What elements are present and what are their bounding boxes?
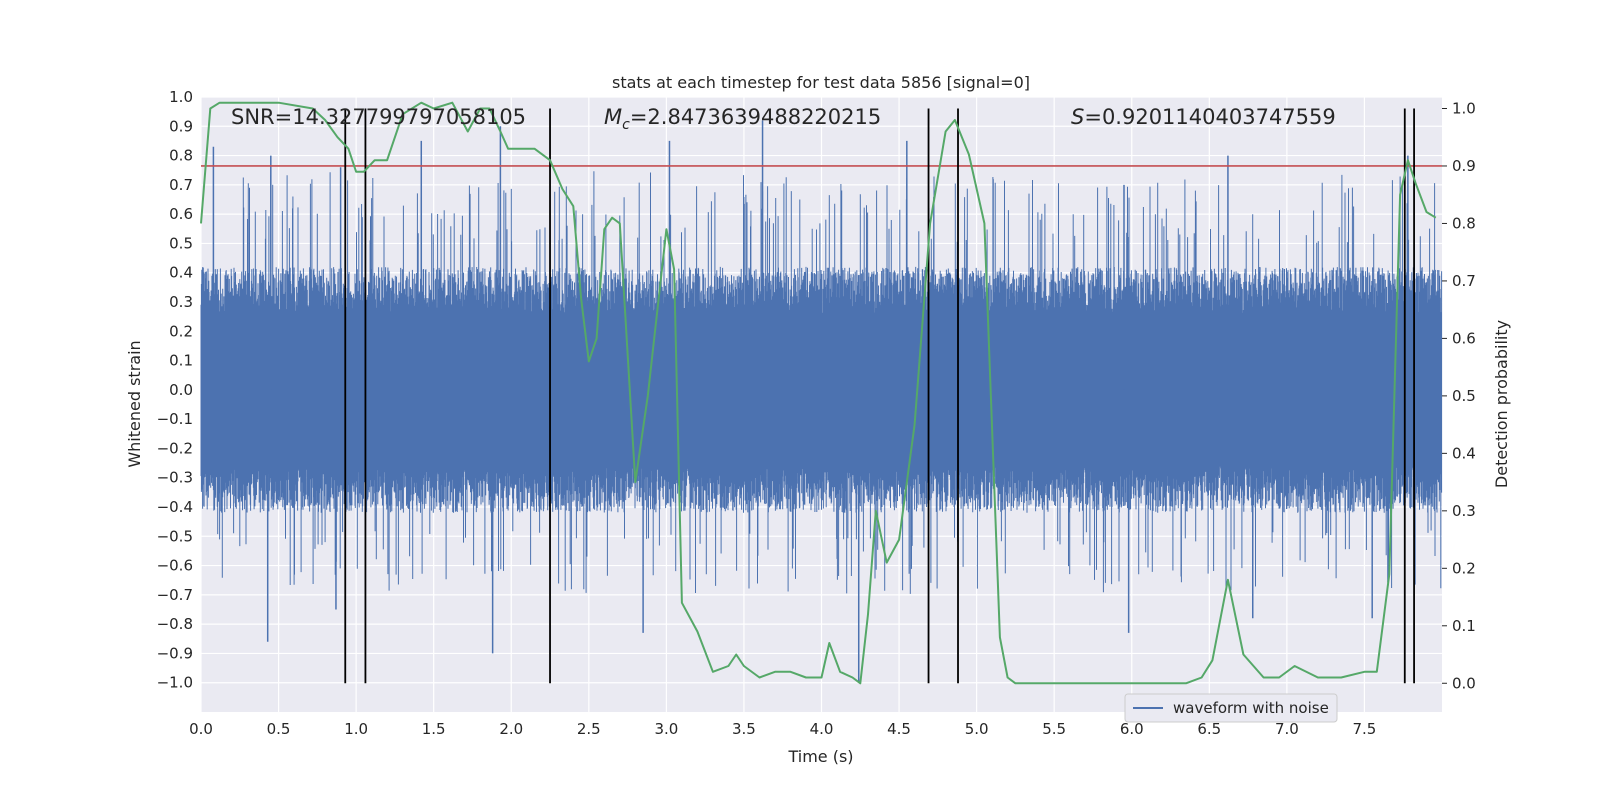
detection-probability-series <box>200 101 1437 685</box>
x-ticks: 0.0 0.5 1.0 1.5 2.0 2.5 3.0 3.5 4.0 4.5 5.0 5.5 6.0 6… <box>189 720 1376 738</box>
y-tick-label: 0.9 <box>169 117 193 135</box>
x-tick-label: 1.5 <box>422 720 446 738</box>
y-tick-label: −0.6 <box>157 557 193 575</box>
x-tick-label: 0.0 <box>189 720 213 738</box>
y-tick-label: −0.3 <box>157 469 193 487</box>
y2-tick-label: 0.6 <box>1452 329 1476 347</box>
y-tick-label: −0.2 <box>157 439 193 457</box>
y2-tick-label: 0.3 <box>1452 502 1476 520</box>
y-tick-label: −0.4 <box>157 498 193 516</box>
x-tick-label: 1.0 <box>344 720 368 738</box>
legend: waveform with noise <box>1124 693 1338 723</box>
detection-probability-line <box>200 101 1437 685</box>
y2-ticks: 0.0 0.1 0.2 0.3 0.4 0.5 0.6 0.7 0.8 0.9 1.0 <box>1442 99 1476 692</box>
y-tick-label: 0.0 <box>169 381 193 399</box>
y-tick-label: 0.1 <box>169 352 193 370</box>
vertical-lines <box>344 108 1415 684</box>
x-tick-label: 7.0 <box>1275 720 1299 738</box>
x-tick-label: 7.5 <box>1353 720 1377 738</box>
x-tick-label: 6.0 <box>1120 720 1144 738</box>
y-tick-label: 0.4 <box>169 264 193 282</box>
y2-tick-label: 0.5 <box>1452 387 1476 405</box>
y2-tick-label: 1.0 <box>1452 99 1476 117</box>
x-axis-label: Time (s) <box>787 747 853 766</box>
y2-tick-label: 0.2 <box>1452 559 1476 577</box>
snr-annotation: SNR=14.327799797058105 <box>231 105 526 129</box>
y2-tick-label: 0.0 <box>1452 674 1476 692</box>
chirp-mass-subscript: c <box>622 117 630 133</box>
y-tick-label: 0.8 <box>169 147 193 165</box>
y-tick-label: 0.7 <box>169 176 193 194</box>
chirp-mass-annotation: Mc=2.8473639488220215 <box>604 105 881 133</box>
y-ticks: −1.0 −0.9 −0.8 −0.7 −0.6 −0.5 −0.4 −0.3 −0.2 −0.1… <box>157 88 193 692</box>
x-tick-label: 4.5 <box>887 720 911 738</box>
y-tick-label: 1.0 <box>169 88 193 106</box>
legend-box <box>1124 693 1338 723</box>
y2-tick-label: 0.9 <box>1452 157 1476 175</box>
x-tick-label: 2.0 <box>499 720 523 738</box>
y-tick-label: −0.5 <box>157 527 193 545</box>
waveform-noise-path <box>200 171 1443 594</box>
y-tick-label: −0.7 <box>157 586 193 604</box>
legend-label: waveform with noise <box>1173 699 1329 717</box>
x-tick-label: 6.5 <box>1197 720 1221 738</box>
y2-axis-label: Detection probability <box>1492 320 1511 488</box>
s-symbol: S <box>1071 105 1084 129</box>
x-tick-label: 2.5 <box>577 720 601 738</box>
x-tick-label: 3.5 <box>732 720 756 738</box>
y-tick-label: 0.5 <box>169 234 193 252</box>
y-tick-label: 0.6 <box>169 205 193 223</box>
y-tick-label: −0.9 <box>157 644 193 662</box>
x-tick-label: 5.0 <box>965 720 989 738</box>
chart-title: stats at each timestep for test data 585… <box>612 73 1030 92</box>
x-tick-label: 4.0 <box>810 720 834 738</box>
y-tick-label: −0.8 <box>157 615 193 633</box>
y-axis-label: Whitened strain <box>125 340 144 467</box>
chirp-mass-symbol: M <box>604 105 622 129</box>
s-value: =0.9201140403747559 <box>1084 105 1335 129</box>
y-tick-label: 0.2 <box>169 322 193 340</box>
y2-tick-label: 0.4 <box>1452 444 1476 462</box>
x-tick-label: 3.0 <box>654 720 678 738</box>
y2-tick-label: 0.1 <box>1452 617 1476 635</box>
y-tick-label: 0.3 <box>169 293 193 311</box>
y2-tick-label: 0.8 <box>1452 214 1476 232</box>
chirp-mass-value: =2.8473639488220215 <box>630 105 881 129</box>
s-annotation: S=0.9201140403747559 <box>1071 105 1336 129</box>
y2-tick-label: 0.7 <box>1452 272 1476 290</box>
y-tick-label: −0.1 <box>157 410 193 428</box>
y-tick-label: −1.0 <box>157 674 193 692</box>
x-tick-label: 5.5 <box>1042 720 1066 738</box>
x-tick-label: 0.5 <box>267 720 291 738</box>
